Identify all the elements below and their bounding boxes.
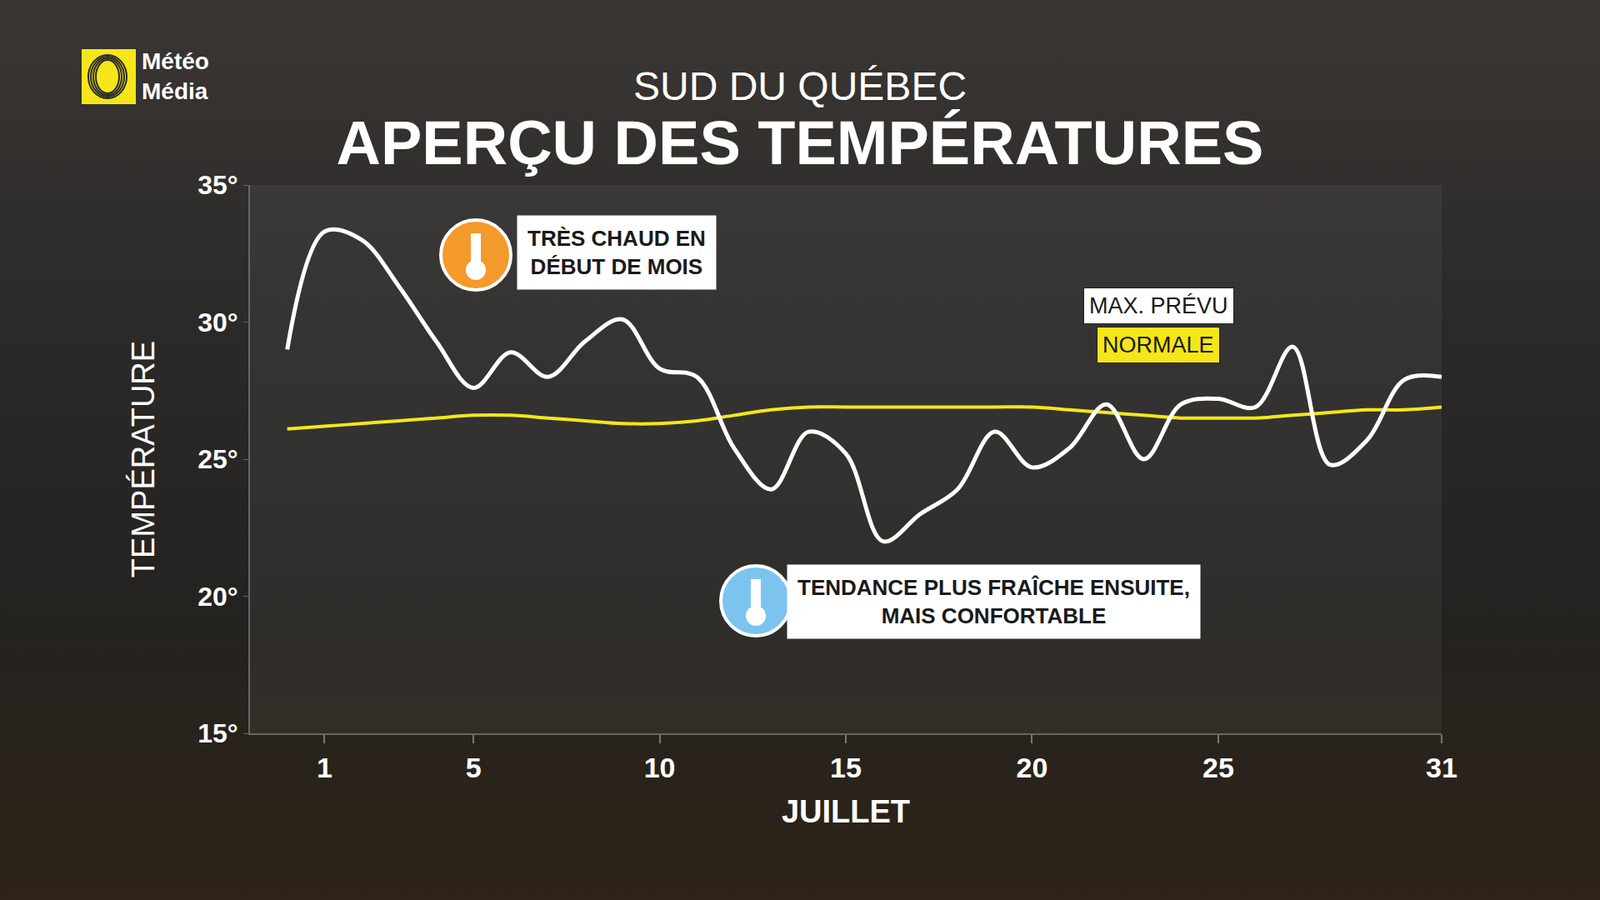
svg-text:5: 5 xyxy=(465,751,482,784)
svg-text:MAX. PRÉVU: MAX. PRÉVU xyxy=(1089,293,1229,319)
svg-text:10: 10 xyxy=(644,751,676,784)
svg-text:15: 15 xyxy=(830,751,862,784)
svg-text:TEMPÉRATURE: TEMPÉRATURE xyxy=(125,340,161,578)
svg-text:APERÇU DES TEMPÉRATURES: APERÇU DES TEMPÉRATURES xyxy=(336,108,1265,178)
svg-text:TRÈS CHAUD ENDÉBUT DE MOIS: TRÈS CHAUD ENDÉBUT DE MOIS xyxy=(527,225,706,280)
svg-text:JUILLET: JUILLET xyxy=(781,794,910,830)
svg-text:20: 20 xyxy=(1016,751,1049,784)
svg-text:35°: 35° xyxy=(197,170,238,200)
svg-text:TENDANCE PLUS FRAÎCHE ENSUITE,: TENDANCE PLUS FRAÎCHE ENSUITE,MAIS CONFO… xyxy=(797,575,1190,629)
svg-text:NORMALE: NORMALE xyxy=(1102,332,1215,358)
svg-text:31: 31 xyxy=(1425,751,1458,784)
svg-text:25: 25 xyxy=(1202,751,1235,784)
svg-text:1: 1 xyxy=(316,751,333,784)
svg-text:20°: 20° xyxy=(197,581,238,612)
svg-text:MétéoMédia: MétéoMédia xyxy=(141,48,210,105)
svg-text:30°: 30° xyxy=(197,307,238,338)
svg-text:15°: 15° xyxy=(197,718,238,749)
svg-text:SUD DU QUÉBEC: SUD DU QUÉBEC xyxy=(633,64,967,109)
svg-text:25°: 25° xyxy=(197,444,238,475)
